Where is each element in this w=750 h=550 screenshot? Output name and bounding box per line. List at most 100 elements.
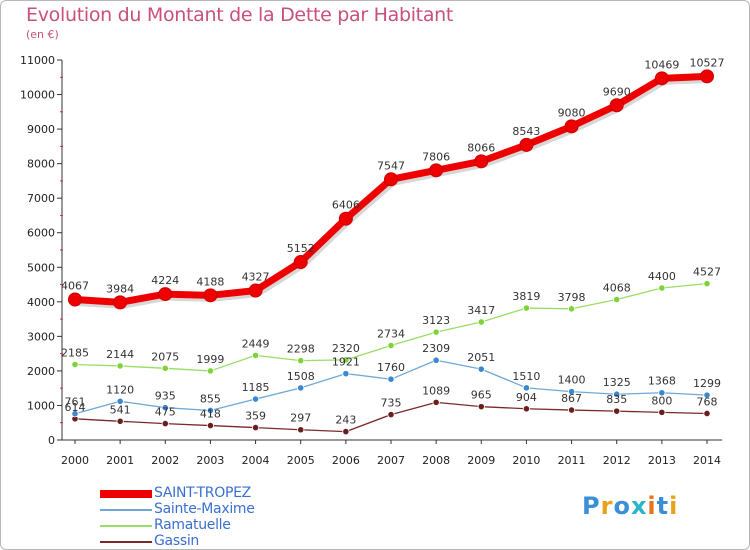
data-point-saint-tropez [609, 98, 624, 113]
data-point-ramatuelle [251, 351, 260, 359]
data-point-saint-tropez [700, 69, 714, 84]
data-label-saint-tropez: 6406 [332, 199, 360, 212]
data-label-ramatuelle: 2449 [242, 337, 270, 350]
data-label-sainte-maxime: 1400 [558, 374, 586, 387]
y-tick-label: 9000 [27, 123, 55, 136]
data-label-sainte-maxime: 1510 [512, 370, 540, 383]
data-label-gassin: 735 [381, 397, 402, 410]
x-tick-label: 2001 [106, 454, 134, 467]
y-tick-label: 6000 [27, 227, 55, 240]
data-label-sainte-maxime: 761 [65, 396, 86, 409]
data-label-ramatuelle: 3798 [558, 291, 586, 304]
data-label-gassin: 835 [606, 393, 627, 406]
data-point-gassin [567, 406, 576, 414]
data-label-gassin: 904 [516, 391, 537, 404]
data-point-ramatuelle [567, 305, 576, 313]
data-label-saint-tropez: 9080 [558, 106, 586, 119]
data-point-saint-tropez [384, 172, 398, 187]
data-point-ramatuelle [161, 364, 169, 372]
y-tick-label: 3000 [27, 330, 55, 343]
data-point-gassin [522, 405, 531, 413]
y-tick-label: 4000 [27, 296, 55, 309]
x-tick-label: 2013 [648, 454, 676, 467]
data-point-ramatuelle [703, 280, 711, 288]
data-label-sainte-maxime: 1325 [603, 376, 631, 389]
data-point-gassin [432, 398, 440, 406]
x-tick-label: 2014 [693, 454, 721, 467]
data-label-saint-tropez: 4067 [61, 280, 89, 293]
data-label-saint-tropez: 10527 [690, 56, 725, 69]
legend-swatch-saint-tropez [100, 490, 152, 498]
data-point-gassin [703, 409, 711, 418]
data-point-saint-tropez [113, 295, 128, 310]
data-point-saint-tropez [203, 288, 218, 303]
data-label-sainte-maxime: 1508 [287, 370, 315, 383]
data-point-sainte-maxime [432, 356, 440, 364]
data-point-gassin [161, 419, 169, 428]
data-point-sainte-maxime [161, 404, 169, 412]
data-label-ramatuelle: 3123 [422, 314, 450, 327]
data-point-gassin [116, 417, 124, 425]
data-point-sainte-maxime [703, 391, 711, 399]
data-label-gassin: 297 [290, 412, 311, 425]
y-tick-label: 11000 [20, 54, 55, 67]
data-point-gassin [477, 403, 485, 411]
data-point-saint-tropez [519, 137, 534, 152]
data-point-saint-tropez [158, 287, 173, 302]
x-tick-label: 2012 [603, 454, 631, 467]
data-point-ramatuelle [613, 295, 621, 304]
x-tick-label: 2007 [377, 454, 405, 467]
data-label-gassin: 614 [65, 401, 86, 414]
y-tick-label: 1000 [27, 399, 55, 412]
data-point-gassin [613, 407, 621, 415]
data-point-sainte-maxime [297, 384, 305, 392]
data-point-sainte-maxime [567, 388, 576, 396]
legend-swatch-gassin [100, 541, 152, 543]
data-point-ramatuelle [297, 357, 305, 365]
data-label-saint-tropez: 3984 [106, 282, 134, 295]
x-tick-label: 2010 [512, 454, 540, 467]
data-label-gassin: 965 [471, 389, 492, 402]
data-label-saint-tropez: 4327 [242, 271, 270, 284]
legend-swatch-ramatuelle [100, 525, 152, 527]
data-point-ramatuelle [432, 328, 440, 336]
data-point-ramatuelle [522, 304, 531, 312]
x-tick-label: 2003 [196, 454, 224, 467]
data-label-sainte-maxime: 1760 [377, 361, 405, 374]
logo-letter: x [630, 492, 648, 520]
data-label-gassin: 475 [155, 406, 176, 419]
data-label-ramatuelle: 4400 [648, 270, 676, 283]
data-point-gassin [206, 421, 215, 430]
y-tick-label: 5000 [27, 261, 55, 274]
data-point-ramatuelle [342, 356, 350, 364]
data-label-ramatuelle: 3819 [512, 290, 540, 303]
data-label-ramatuelle: 1999 [196, 353, 224, 366]
data-label-saint-tropez: 5152 [287, 242, 315, 255]
data-point-saint-tropez [293, 255, 308, 270]
data-label-ramatuelle: 4068 [603, 281, 631, 294]
y-tick-label: 0 [48, 434, 55, 447]
data-label-saint-tropez: 10469 [644, 58, 679, 71]
data-label-ramatuelle: 2734 [377, 328, 405, 341]
data-label-ramatuelle: 3417 [467, 304, 495, 317]
data-label-saint-tropez: 7547 [377, 159, 405, 172]
data-point-sainte-maxime [251, 395, 260, 403]
data-point-sainte-maxime [658, 389, 666, 397]
data-label-sainte-maxime: 1120 [106, 383, 134, 396]
data-point-ramatuelle [477, 318, 485, 326]
legend-label-saint-tropez: SAINT-TROPEZ [154, 485, 251, 501]
data-point-saint-tropez [474, 154, 489, 169]
legend-label-ramatuelle: Ramatuelle [154, 517, 231, 533]
data-label-ramatuelle: 2185 [61, 347, 89, 360]
y-tick-label: 10000 [20, 89, 55, 102]
logo-letter: o [613, 492, 631, 520]
legend-label-sainte-maxime: Sainte-Maxime [154, 501, 255, 517]
legend-swatch-sainte-maxime [100, 509, 152, 511]
y-tick-label: 7000 [27, 192, 55, 205]
data-point-sainte-maxime [206, 406, 215, 415]
data-label-ramatuelle: 2320 [332, 342, 360, 355]
legend-label-gassin: Gassin [154, 533, 199, 549]
data-point-saint-tropez [68, 292, 82, 307]
data-point-saint-tropez [564, 119, 579, 134]
x-tick-label: 2009 [467, 454, 495, 467]
